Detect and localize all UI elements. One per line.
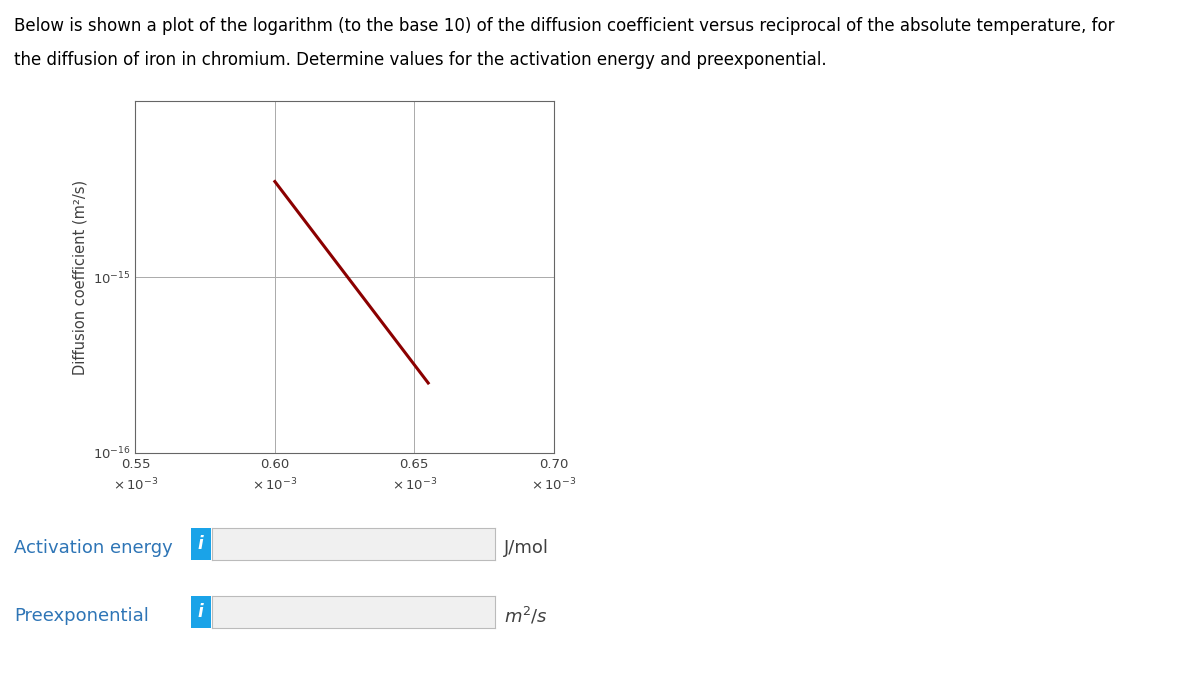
Text: Activation energy: Activation energy: [14, 539, 173, 557]
Text: the diffusion of iron in chromium. Determine values for the activation energy an: the diffusion of iron in chromium. Deter…: [14, 51, 827, 69]
Text: i: i: [198, 535, 204, 553]
Text: Below is shown a plot of the logarithm (to the base 10) of the diffusion coeffic: Below is shown a plot of the logarithm (…: [14, 17, 1114, 35]
Text: $m^2/s$: $m^2/s$: [504, 605, 548, 627]
Text: Preexponential: Preexponential: [14, 607, 148, 625]
Text: i: i: [198, 603, 204, 621]
Text: J/mol: J/mol: [504, 539, 549, 557]
Y-axis label: Diffusion coefficient (m²/s): Diffusion coefficient (m²/s): [72, 180, 87, 375]
X-axis label: Reciprocal temperature (1/K): Reciprocal temperature (1/K): [238, 532, 451, 547]
